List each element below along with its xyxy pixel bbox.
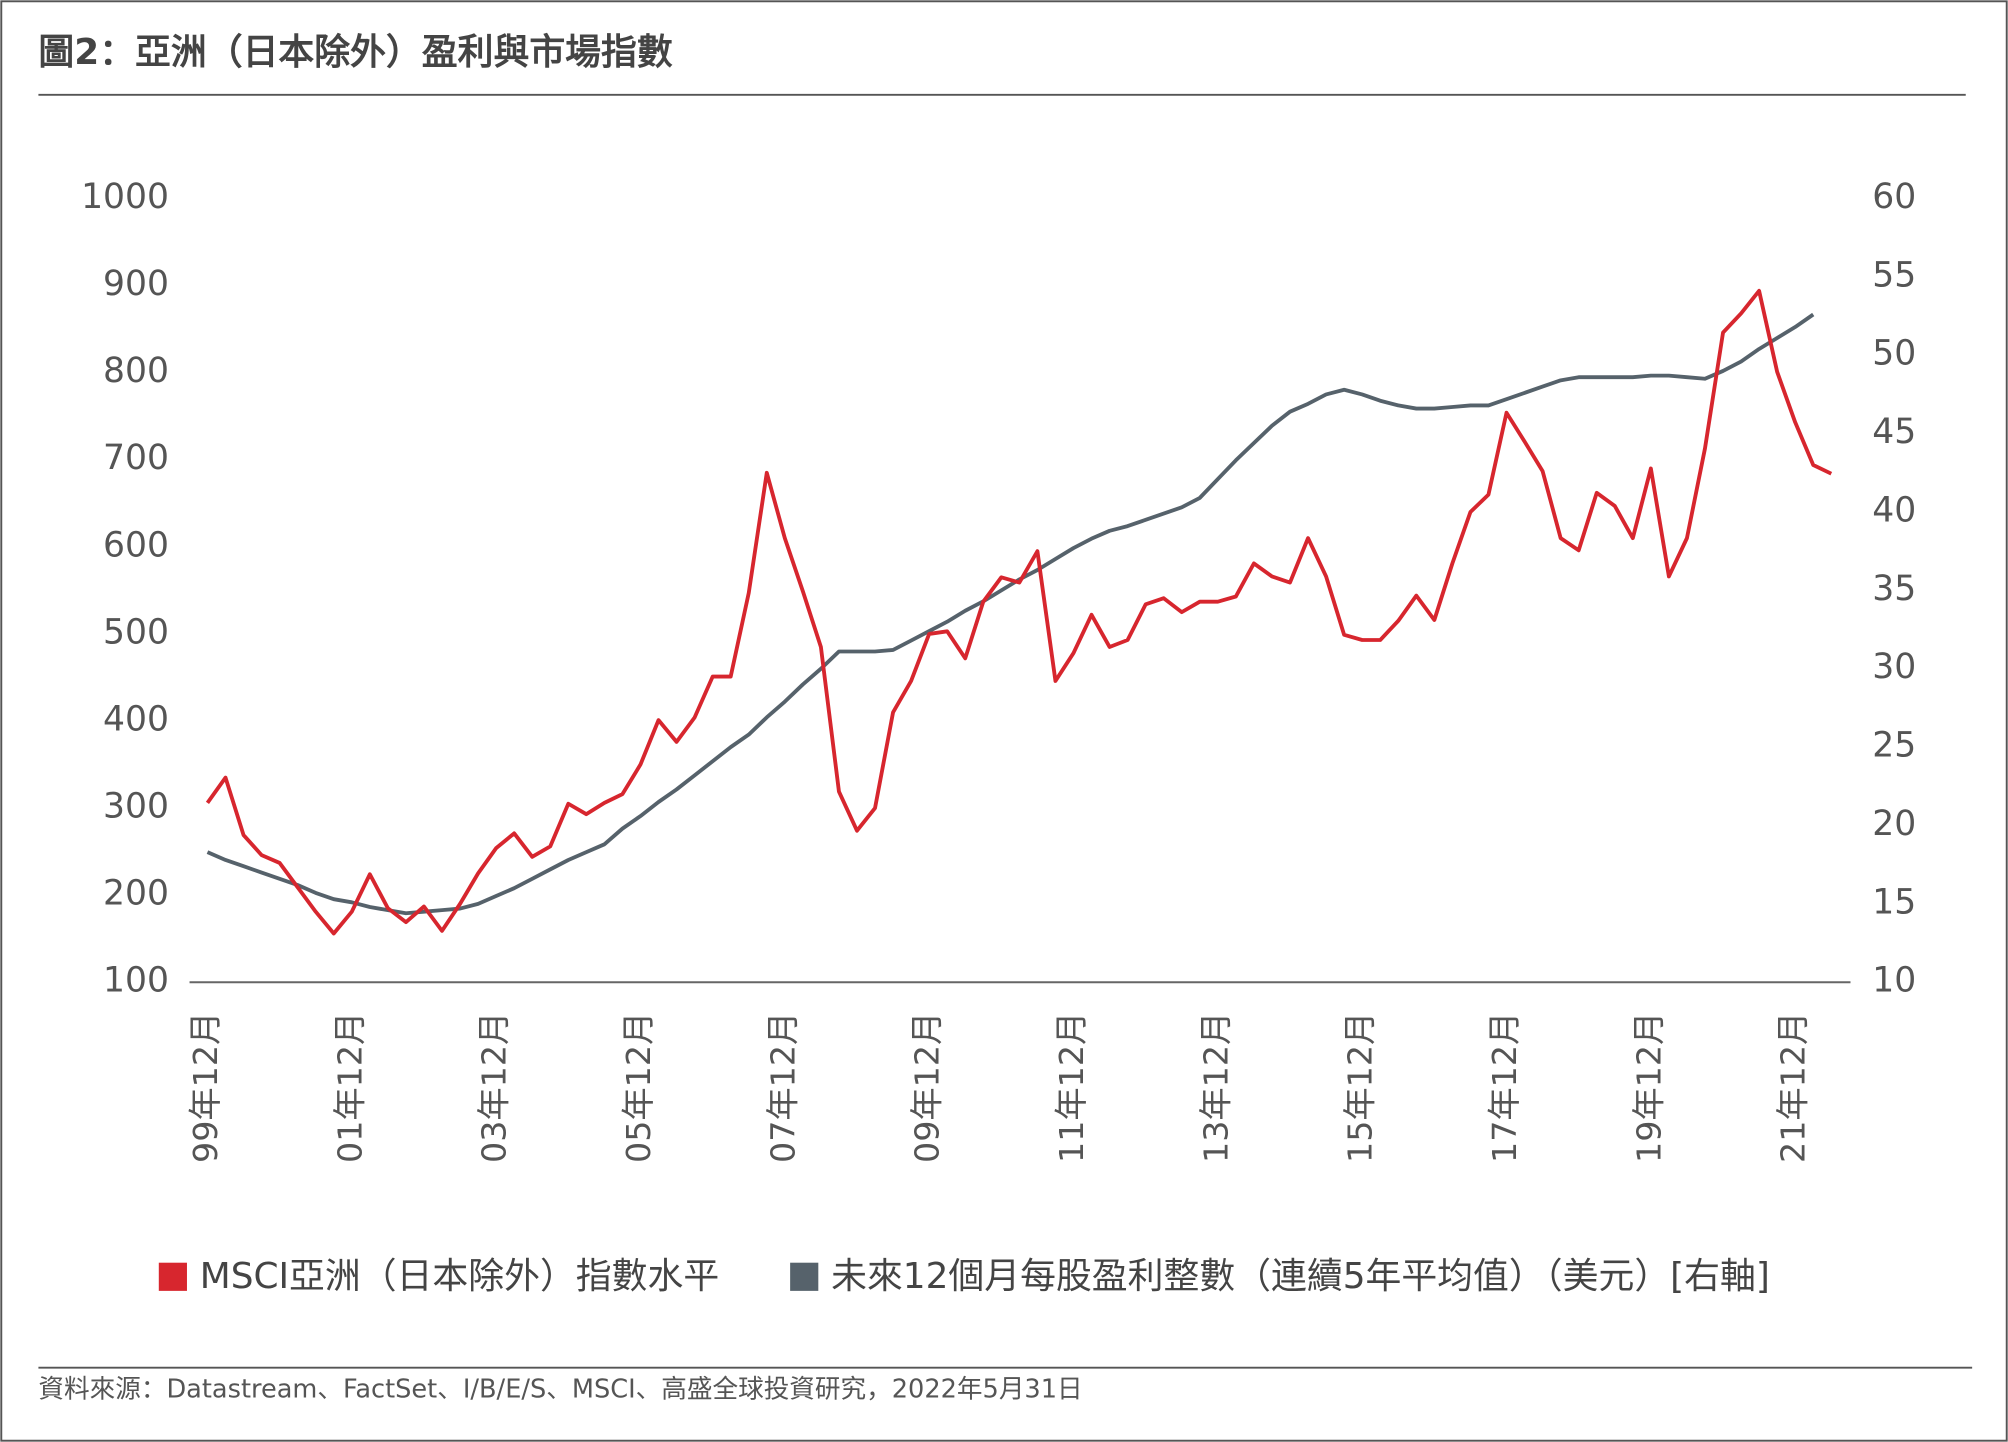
x-tick-label: 01年12月 xyxy=(330,1012,369,1163)
y-tick-label: 900 xyxy=(103,264,169,304)
y2-tick-label: 35 xyxy=(1872,569,1916,609)
x-tick-label: 05年12月 xyxy=(619,1012,658,1163)
y2-tick-label: 55 xyxy=(1872,255,1916,295)
y-tick-label: 500 xyxy=(103,612,169,652)
y-tick-label: 1000 xyxy=(81,177,169,217)
y-tick-label: 700 xyxy=(103,438,169,478)
x-tick-label: 03年12月 xyxy=(475,1012,514,1163)
y2-tick-label: 50 xyxy=(1872,334,1916,374)
data-line xyxy=(205,288,1833,936)
y-tick-label: 200 xyxy=(103,874,169,914)
y-tick-label: 100 xyxy=(103,961,169,1001)
x-tick-label: 15年12月 xyxy=(1341,1012,1380,1163)
x-tick-label: 09年12月 xyxy=(908,1012,947,1163)
legend-label: MSCI亞洲（日本除外）指數水平 xyxy=(200,1256,719,1297)
source: 資料來源：Datastream、FactSet、I/B/E/S、MSCI、高盛全… xyxy=(38,1375,1082,1405)
y2-tick-label: 45 xyxy=(1872,412,1916,452)
x-tick-label: 99年12月 xyxy=(186,1012,225,1163)
y-tick-label: 400 xyxy=(103,700,169,740)
y-tick-label: 600 xyxy=(103,525,169,565)
y2-tick-label: 10 xyxy=(1872,961,1916,1001)
x-tick-label: 13年12月 xyxy=(1196,1012,1235,1163)
y2-tick-label: 15 xyxy=(1872,882,1916,922)
x-tick-label: 21年12月 xyxy=(1774,1012,1813,1163)
y2-tick-label: 25 xyxy=(1872,726,1916,766)
y2-tick-label: 20 xyxy=(1872,804,1916,844)
y2-tick-label: 30 xyxy=(1872,647,1916,687)
y-tick-label: 800 xyxy=(103,351,169,391)
x-tick-label: 07年12月 xyxy=(763,1012,802,1163)
data-line xyxy=(206,312,1815,916)
x-tick-label: 17年12月 xyxy=(1485,1012,1524,1163)
legend-label: 未來12個月每股盈利整數（連續5年平均值）（美元）[右軸] xyxy=(831,1256,1770,1297)
legend-swatch xyxy=(158,1262,187,1291)
y2-tick-label: 60 xyxy=(1872,177,1916,217)
x-tick-label: 19年12月 xyxy=(1629,1012,1668,1163)
x-tick-label: 11年12月 xyxy=(1052,1012,1091,1163)
y-tick-label: 300 xyxy=(103,787,169,827)
y2-tick-label: 40 xyxy=(1872,491,1916,531)
legend-swatch xyxy=(790,1262,819,1291)
chart-title: 圖2：亞洲（日本除外）盈利與市場指數 xyxy=(38,32,672,73)
